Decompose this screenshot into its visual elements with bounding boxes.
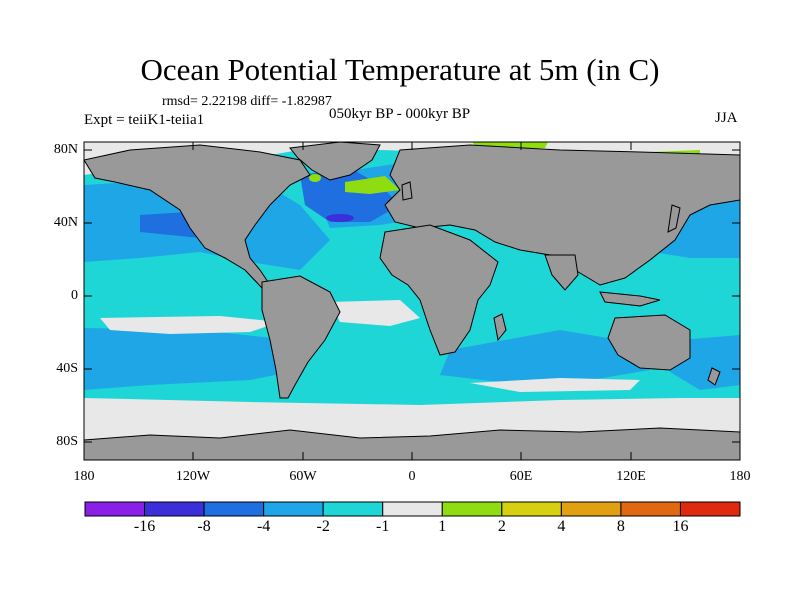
axis-ticks [83, 142, 741, 460]
antarctica [84, 427, 740, 460]
lon-label-180e: 180 [729, 469, 751, 484]
colorbar-label: -4 [256, 518, 271, 535]
lat-label-80s: 80S [56, 434, 78, 449]
experiment-label: Expt = teiiK1-teiia1 [84, 112, 205, 128]
colorbar-label: 16 [672, 518, 689, 535]
new-zealand [707, 367, 721, 386]
colorbar-swatch [441, 501, 503, 517]
colorbar-swatch [263, 501, 324, 517]
colorbar-label: 4 [557, 518, 566, 535]
colorbar-label: -2 [316, 518, 330, 535]
period-label: 050kyr BP - 000kyr BP [329, 106, 471, 122]
colorbar-label: -1 [376, 518, 390, 535]
eurasia [384, 144, 740, 286]
colorbar [84, 501, 741, 517]
colorbar-swatch [382, 501, 443, 517]
colorbar-swatch [203, 501, 265, 517]
lat-label-40n: 40N [53, 215, 78, 230]
map-panel [84, 142, 740, 460]
lon-label-60w: 60W [289, 469, 317, 484]
lon-label-120e: 120E [616, 469, 646, 484]
colorbar-swatch [501, 501, 562, 517]
lat-label-40s: 40S [56, 361, 78, 376]
australia [607, 314, 691, 371]
indonesia [599, 291, 661, 307]
lon-label-120w: 120W [175, 469, 211, 484]
lon-label-180w: 180 [73, 469, 95, 484]
north-america [84, 144, 311, 289]
madagascar [493, 313, 507, 342]
colorbar-swatch [679, 501, 741, 517]
colorbar-swatch [84, 501, 146, 517]
british-isles [401, 181, 413, 201]
colorbar-swatch [322, 501, 384, 517]
colorbar-label: 1 [438, 518, 447, 535]
season-label: JJA [715, 110, 738, 126]
south-america [261, 275, 341, 399]
continents [84, 142, 740, 460]
greenland [289, 142, 381, 181]
colorbar-label: 2 [497, 518, 506, 535]
lon-label-0: 0 [408, 469, 416, 484]
colorbar-label: -8 [197, 518, 211, 535]
lat-label-80n: 80N [53, 142, 78, 157]
colorbar-label: -16 [133, 518, 156, 535]
chart-title: Ocean Potential Temperature at 5m (in C) [140, 52, 660, 87]
stats-text: rmsd= 2.22198 diff= -1.82987 [162, 94, 332, 109]
colorbar-swatch [620, 501, 681, 517]
lat-label-0: 0 [71, 288, 78, 303]
lon-label-60e: 60E [509, 469, 533, 484]
colorbar-label: 8 [616, 518, 625, 535]
colorbar-swatch [144, 501, 205, 517]
japan [667, 204, 681, 233]
africa [379, 224, 499, 356]
india [544, 254, 579, 291]
colorbar-swatch [560, 501, 622, 517]
